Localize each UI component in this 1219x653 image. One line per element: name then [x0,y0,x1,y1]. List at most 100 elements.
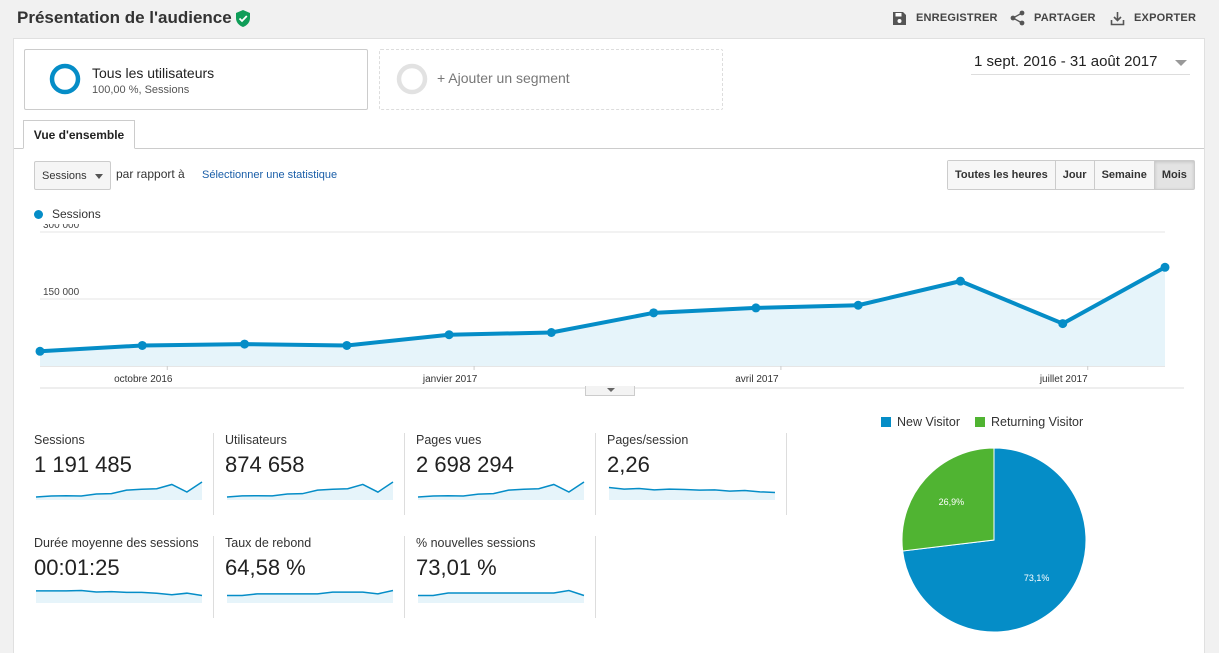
date-range-picker[interactable]: 1 sept. 2016 - 31 août 2017 [971,51,1190,75]
data-point[interactable] [444,330,454,340]
chart-collapse-handle[interactable] [585,386,635,396]
sparkline-line [418,589,585,597]
select-metric-link[interactable]: Sélectionner une statistique [202,169,338,181]
export-button[interactable]: EXPORTER [1110,9,1196,27]
metric-tile[interactable]: Pages vues 2 698 294 [409,433,599,515]
metric-tile[interactable]: Taux de rebond 64,58 % [218,536,408,618]
pie-legend-swatch [974,417,985,427]
metric-tile[interactable]: Durée moyenne des sessions 00:01:25 [27,536,217,618]
metric-dropdown-value: Sessions [42,170,87,182]
data-point[interactable] [137,340,147,350]
metric-value: 874 658 [225,452,305,477]
metric-label: Durée moyenne des sessions [34,536,199,550]
segment-all-users[interactable]: Tous les utilisateurs 100,00 %, Sessions [24,49,368,110]
metric-sparkline [36,589,203,603]
sparkline-area [418,482,584,500]
x-tick-label: octobre 2016 [114,374,173,385]
verified-shield-icon [236,10,250,27]
pie-legend-swatch [881,417,891,427]
add-segment-button[interactable]: + Ajouter un segment [379,49,723,110]
sparkline-area [36,482,202,500]
data-point[interactable] [342,340,352,350]
x-tick-label: juillet 2017 [1039,374,1088,385]
tile-separator [404,536,405,618]
sparkline-line [417,481,585,498]
data-point[interactable] [35,346,45,356]
segment-name: Tous les utilisateurs [92,65,215,81]
sparkline-area [227,482,393,500]
share-icon [1010,10,1025,26]
visitor-type-pie-chart: 73,1% 26,9% [901,447,1087,633]
x-tick-label: janvier 2017 [422,374,478,385]
metric-label: % nouvelles sessions [416,536,536,550]
data-point[interactable] [751,303,761,313]
empty-segment-ring-icon [396,63,428,95]
data-point[interactable] [955,276,965,286]
segment-sub: 100,00 %, Sessions [92,84,190,96]
metric-value: 73,01 % [416,555,497,580]
metric-value: 1 191 485 [34,452,132,477]
sessions-area [40,267,1165,366]
data-point[interactable] [1160,262,1170,272]
export-icon [1110,11,1125,25]
tile-separator [595,433,596,515]
save-button[interactable]: ENREGISTRER [892,9,998,27]
metric-sparkline [608,486,776,500]
tile-separator [595,536,596,618]
x-tick-label: avril 2017 [735,374,779,385]
metric-label: Taux de rebond [225,536,312,550]
pie-legend: New Visitor Returning Visitor [881,415,1098,429]
granularity-day[interactable]: Jour [1055,161,1095,189]
metric-tile[interactable]: Pages/session 2,26 [600,433,790,515]
pie-slice[interactable] [901,447,995,552]
sessions-line [39,265,1166,354]
metric-value: 2,26 [607,452,650,477]
data-point[interactable] [649,308,659,318]
sparkline-area [227,590,393,603]
data-point[interactable] [546,328,556,337]
metric-sparkline [418,589,585,603]
metric-tile[interactable]: Sessions 1 191 485 [27,433,217,515]
pie-slice-label: 26,9% [939,497,965,507]
granularity-month[interactable]: Mois [1154,161,1194,189]
share-button[interactable]: PARTAGER [1010,9,1096,27]
data-point[interactable] [1058,319,1068,329]
tile-separator [786,433,787,515]
pie-legend-item-new[interactable]: New Visitor [881,415,960,429]
sparkline-line [608,486,776,494]
metric-label: Pages/session [607,433,689,447]
export-label: EXPORTER [1134,12,1197,24]
compare-text: par rapport à [116,167,185,181]
granularity-week[interactable]: Semaine [1094,161,1155,189]
share-label: PARTAGER [1034,12,1096,24]
pie-legend-label: New Visitor [897,415,960,429]
metric-tile[interactable]: % nouvelles sessions 73,01 % [409,536,599,618]
add-segment-label: + Ajouter un segment [437,70,570,86]
date-range-text: 1 sept. 2016 - 31 août 2017 [974,53,1158,70]
save-label: ENREGISTRER [916,12,998,24]
sparkline-line [226,481,394,498]
metric-tile[interactable]: Utilisateurs 874 658 [218,433,408,515]
top-bar: Présentation de l'audience ENREGISTRER P… [0,0,1219,38]
data-point[interactable] [853,300,863,310]
caret-down-icon [607,388,615,392]
metric-value: 00:01:25 [34,555,120,580]
tab-divider [14,148,1204,149]
y-tick-label: 150 000 [43,287,80,298]
granularity-hourly[interactable]: Toutes les heures [948,161,1056,189]
metric-sparkline [226,481,394,500]
sessions-line-chart: 300 000 150 000 octobre 2016 janvier 2017 av… [35,224,1184,389]
sparkline-area [609,487,775,500]
sparkline-line [35,481,203,498]
pie-legend-label: Returning Visitor [990,415,1084,429]
data-point[interactable] [240,339,250,349]
metric-label: Pages vues [416,433,482,447]
pie-legend-item-returning[interactable]: Returning Visitor [974,415,1084,429]
sparkline-line [36,589,203,597]
sparkline-line [227,589,394,597]
tab-overview[interactable]: Vue d'ensemble [23,120,135,149]
segment-ring-icon [49,63,81,95]
granularity-switch: Toutes les heures Jour Semaine Mois [947,160,1195,190]
y-tick-label: 300 000 [43,224,80,231]
metric-dropdown[interactable]: Sessions [34,161,111,190]
